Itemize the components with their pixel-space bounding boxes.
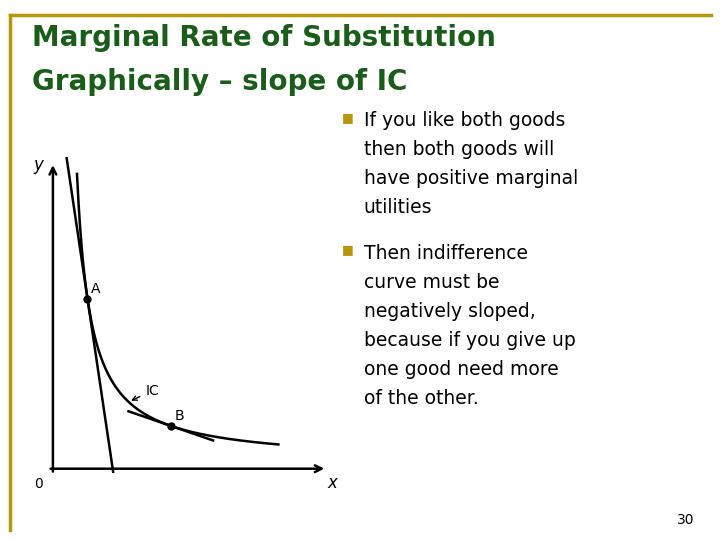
Text: of the other.: of the other.	[364, 389, 478, 408]
Text: ■: ■	[342, 111, 354, 124]
Text: then both goods will: then both goods will	[364, 140, 554, 159]
Text: A: A	[91, 282, 101, 296]
Text: ■: ■	[342, 244, 354, 256]
Text: IC: IC	[132, 384, 159, 400]
Text: 30: 30	[678, 512, 695, 526]
Text: Graphically – slope of IC: Graphically – slope of IC	[32, 68, 408, 96]
Text: negatively sloped,: negatively sloped,	[364, 302, 536, 321]
Text: Then indifference: Then indifference	[364, 244, 528, 262]
Text: utilities: utilities	[364, 198, 432, 217]
Text: 0: 0	[35, 477, 43, 491]
Text: y: y	[34, 156, 44, 174]
Text: Marginal Rate of Substitution: Marginal Rate of Substitution	[32, 24, 496, 52]
Text: B: B	[175, 409, 184, 423]
Text: one good need more: one good need more	[364, 360, 558, 379]
Text: x: x	[328, 474, 337, 492]
Text: If you like both goods: If you like both goods	[364, 111, 565, 130]
Text: because if you give up: because if you give up	[364, 331, 575, 350]
Text: curve must be: curve must be	[364, 273, 499, 292]
Text: have positive marginal: have positive marginal	[364, 169, 578, 188]
